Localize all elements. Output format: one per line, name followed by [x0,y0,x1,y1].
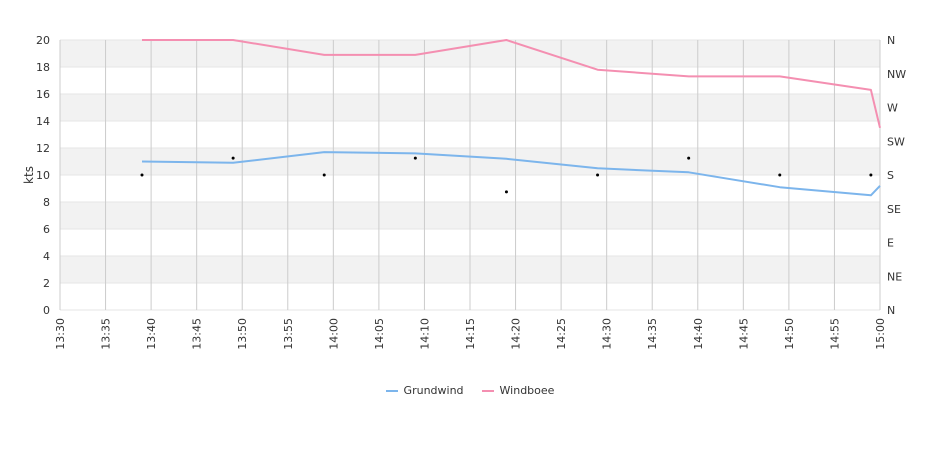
y-tick-label: 2 [43,277,50,290]
right-axis-tick-label: SE [887,203,901,216]
y-tick-label: 20 [36,34,50,47]
legend-item-grundwind[interactable]: Grundwind [385,384,464,397]
right-axis-tick-label: N [887,304,895,317]
right-axis-tick-label: N [887,34,895,47]
right-axis-tick-label: NW [887,68,906,81]
right-axis-tick-label: SW [887,135,905,148]
x-tick-label: 15:00 [874,318,887,350]
y-tick-label: 16 [36,88,50,101]
series-line-grundwind [141,151,881,197]
wind-direction-marker [140,173,144,177]
x-tick-label: 13:30 [54,318,67,350]
y-tick-label: 14 [36,115,50,128]
y-tick-label: 6 [43,223,50,236]
wind-direction-marker [322,173,326,177]
x-tick-label: 13:45 [191,318,204,350]
x-tick-label: 14:25 [555,318,568,350]
legend-swatch-grundwind [385,389,398,392]
wind-direction-marker [596,173,600,177]
x-tick-label: 14:55 [828,318,841,350]
legend-label-grundwind: Grundwind [403,384,464,397]
y-tick-label: 10 [36,169,50,182]
series-line-windboee [142,39,881,129]
right-axis-tick-label: W [887,102,898,115]
right-axis-tick-label: E [887,237,894,250]
wind-direction-marker [504,190,508,194]
legend-item-windboee[interactable]: Windboee [481,384,555,397]
x-tick-label: 14:20 [510,318,523,350]
wind-direction-marker [687,156,691,160]
x-tick-label: 14:30 [601,318,614,350]
legend: Grundwind Windboee [0,384,940,397]
wind-direction-marker [413,156,417,160]
wind-direction-marker [231,156,235,160]
x-tick-label: 14:35 [646,318,659,350]
x-tick-label: 13:35 [100,318,113,350]
x-tick-label: 14:00 [327,318,340,350]
right-axis-tick-label: S [887,169,894,182]
wind-direction-marker [778,173,782,177]
x-tick-label: 13:50 [236,318,249,350]
x-tick-label: 14:50 [783,318,796,350]
y-tick-label: 12 [36,142,50,155]
x-tick-label: 14:10 [418,318,431,350]
x-tick-label: 14:45 [737,318,750,350]
y-tick-label: 0 [43,304,50,317]
right-axis-tick-label: NE [887,270,902,283]
x-tick-label: 13:55 [282,318,295,350]
wind-direction-marker [869,173,873,177]
legend-label-windboee: Windboee [499,384,555,397]
y-tick-label: 18 [36,61,50,74]
x-tick-label: 14:05 [373,318,386,350]
x-tick-label: 14:15 [464,318,477,350]
x-tick-label: 13:40 [145,318,158,350]
y-tick-label: 4 [43,250,50,263]
y-tick-label: 8 [43,196,50,209]
y-axis-title: kts [22,166,36,184]
x-tick-label: 14:40 [692,318,705,350]
legend-swatch-windboee [481,389,494,392]
